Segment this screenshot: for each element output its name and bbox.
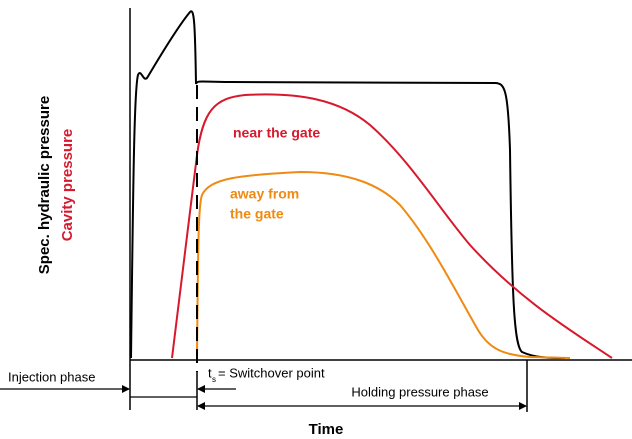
switchover-subscript: s (212, 375, 216, 384)
away-gate-label: away from (230, 186, 299, 202)
holding-label: Holding pressure phase (351, 384, 488, 399)
y-label-secondary: Cavity pressure (59, 129, 76, 242)
injection-label: Injection phase (8, 369, 95, 384)
switchover-symbol: t (208, 365, 212, 380)
hydraulic-pressure-curve (130, 10, 566, 359)
near-gate-label: near the gate (233, 125, 320, 141)
near-gate-curve (171, 93, 613, 359)
x-label: Time (309, 421, 344, 438)
away-gate-curve (196, 170, 571, 359)
away-gate-label: the gate (230, 206, 284, 222)
y-label-primary: Spec. hydraulic pressure (36, 96, 53, 274)
switchover-label: = Switchover point (218, 365, 325, 380)
